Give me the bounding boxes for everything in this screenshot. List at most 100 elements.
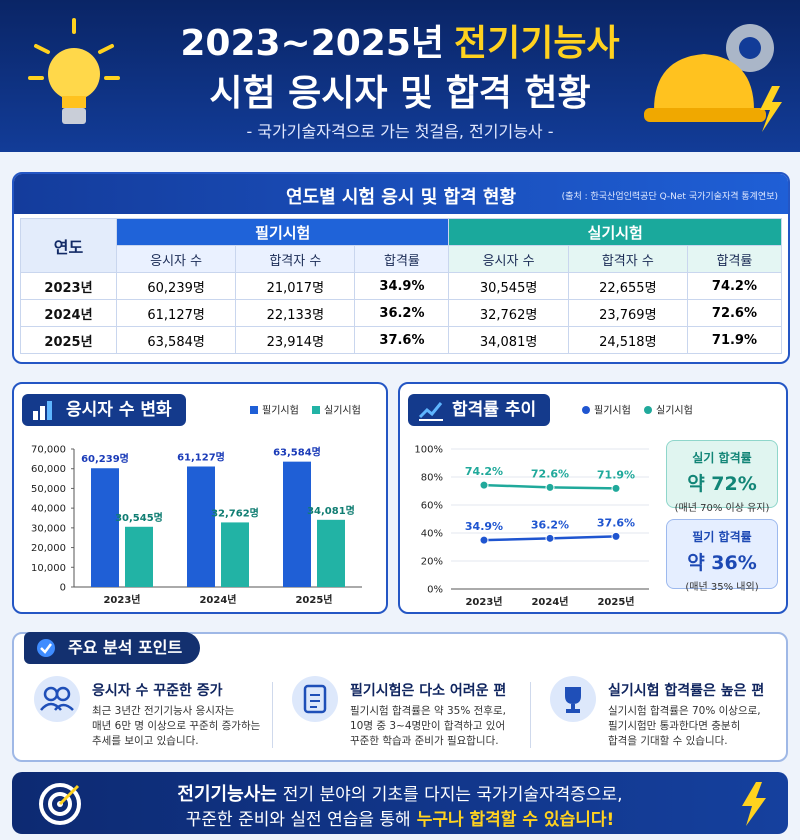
value-cell: 30,545명 xyxy=(448,272,569,300)
callout-value: 약 72% xyxy=(687,473,757,495)
subheader-row: 응시자 수 합격자 수 합격률 응시자 수 합격자 수 합격률 xyxy=(21,245,783,273)
value-cell: 74.2% xyxy=(686,272,783,300)
lightning-icon xyxy=(742,782,766,826)
footer-bold: 전기기능사는 xyxy=(177,784,277,805)
value-cell: 63,584명 xyxy=(115,326,237,354)
title-years: 2023~2025년 xyxy=(180,23,445,64)
header: 2023~2025년 전기기능사 시험 응시자 및 합격 현황 - 국가기술자격으… xyxy=(0,0,800,152)
point-line: 꾸준한 학습과 준비가 필요합니다. xyxy=(350,735,499,747)
year-cell: 2025년 xyxy=(20,326,117,354)
point-line: 추세를 보이고 있습니다. xyxy=(92,735,199,747)
value-label: 72.6% xyxy=(531,467,569,480)
point-line: 최근 3년간 전기기능사 응시자는 xyxy=(92,705,235,717)
legend-swatch xyxy=(312,406,320,414)
icon xyxy=(565,687,581,713)
y-tick-label: 70,000 xyxy=(31,445,66,456)
subheader: 응시자 수 xyxy=(448,245,569,273)
y-tick-label: 0% xyxy=(427,585,443,596)
value-cell: 60,239명 xyxy=(115,272,237,300)
value-cell: 61,127명 xyxy=(115,299,237,327)
data-row: 2023년 60,239명 21,017명 34.9% 30,545명 22,655명 74… xyxy=(20,272,783,300)
value-label: 63,584명 xyxy=(273,446,321,459)
value-label: 30,545명 xyxy=(115,511,163,524)
header-row: 연도 필기시험 실기시험 xyxy=(20,218,782,273)
target-icon xyxy=(39,783,81,825)
value-cell: 22,133명 xyxy=(235,299,356,327)
footer-text: 꾸준한 준비와 실전 연습을 통해 xyxy=(185,810,411,830)
subheader: 응시자 수 xyxy=(115,245,237,273)
chart-icon xyxy=(33,401,52,420)
bar xyxy=(91,468,119,587)
value-label: 32,762명 xyxy=(211,506,259,519)
value-cell: 36.2% xyxy=(354,299,450,327)
point-text: 최근 3년간 전기기능사 응시자는 매년 6만 명 이상으로 꾸준히 증가하는 추세… xyxy=(92,704,260,749)
points-title-text: 주요 분석 포인트 xyxy=(68,638,183,657)
point xyxy=(545,533,555,543)
year-cell: 2023년 xyxy=(20,272,117,300)
bar-chart: 0 10,000 20,000 30,000 40,000 50,000 60,000 70,… xyxy=(31,405,362,606)
subheader: 합격률 xyxy=(354,245,450,273)
point-text: 실기시험 합격률은 70% 이상으로, 필기시험만 통과한다면 충분히 합격을 기대… xyxy=(608,704,761,749)
point-icon xyxy=(550,676,596,722)
callout-value: 약 36% xyxy=(687,552,757,574)
x-tick-label: 2025년 xyxy=(295,593,332,606)
y-tick-label: 30,000 xyxy=(31,523,66,534)
callout: 실기 합격률 약 72% (매년 70% 이상 유지) xyxy=(666,440,778,514)
bar xyxy=(317,519,345,587)
value-label: 71.9% xyxy=(597,468,635,481)
title-line-1: 2023~2025년 전기기능사 xyxy=(0,14,800,66)
point-title: 응시자 수 꾸준한 증가 xyxy=(92,683,223,699)
value-cell: 22,655명 xyxy=(567,272,688,300)
point xyxy=(611,531,621,541)
point-title: 실기시험 합격률은 높은 편 xyxy=(608,683,765,699)
footer-banner: 전기기능사는 전기 분야의 기초를 다지는 국가기술자격증으로, 꾸준한 준비와 … xyxy=(12,772,788,834)
point-line: 실기시험 합격률은 70% 이상으로, xyxy=(608,705,761,717)
subheader: 합격자 수 xyxy=(235,245,356,273)
data-row: 2025년 63,584명 23,914명 37.6% 34,081명 24,518명 71… xyxy=(20,326,783,354)
value-cell: 72.6% xyxy=(686,299,783,327)
point xyxy=(479,480,489,490)
table-title: 연도별 시험 응시 및 합격 현황 xyxy=(285,187,517,208)
value-cell: 71.9% xyxy=(686,326,783,354)
value-cell: 37.6% xyxy=(354,326,450,354)
legend-swatch xyxy=(644,406,652,414)
bar xyxy=(125,526,153,587)
y-tick-label: 0 xyxy=(60,583,66,594)
legend-label: 필기시험 xyxy=(262,405,299,417)
group-header: 필기시험 xyxy=(115,218,450,246)
y-tick-label: 100% xyxy=(414,445,443,456)
table-source: (출처 : 한국산업인력공단 Q-Net 국가기술자격 통계연보) xyxy=(561,192,778,202)
subtitle: - 국가기술자격으로 가는 첫걸음, 전기기능사 - xyxy=(246,122,554,141)
value-cell: 34.9% xyxy=(354,272,450,300)
callout-note: (매년 70% 이상 유지) xyxy=(674,503,770,514)
value-label: 34,081명 xyxy=(307,504,355,517)
footer-line-2: 꾸준한 준비와 실전 연습을 통해 누구나 합격할 수 있습니다! xyxy=(12,805,788,830)
bar xyxy=(221,522,249,587)
x-tick-label: 2024년 xyxy=(199,593,236,606)
icon xyxy=(303,684,327,714)
year-header: 연도 xyxy=(20,218,117,273)
y-tick-label: 20% xyxy=(421,557,443,568)
y-tick-label: 60,000 xyxy=(31,464,66,475)
legend-swatch xyxy=(250,406,258,414)
chart-icon xyxy=(418,402,443,421)
table-title-bar: 연도별 시험 응시 및 합격 현황 (출처 : 한국산업인력공단 Q-Net 국… xyxy=(14,174,788,214)
legend-label: 실기시험 xyxy=(656,405,693,417)
stats-table: 연도 필기시험 실기시험 응시자 수 합격자 수 합격률 응시자 수 합격자 수 합격률 2023… xyxy=(20,218,783,354)
value-cell: 21,017명 xyxy=(235,272,356,300)
callout-note: (매년 35% 내외) xyxy=(685,582,759,593)
point-line: 10명 중 3~4명만이 합격하고 있어 xyxy=(350,720,506,732)
value-label: 37.6% xyxy=(597,516,635,529)
separator xyxy=(272,682,273,748)
value-cell: 23,769명 xyxy=(567,299,688,327)
y-tick-label: 20,000 xyxy=(31,543,66,554)
group-header: 실기시험 xyxy=(448,218,782,246)
value-cell: 32,762명 xyxy=(448,299,569,327)
year-cell: 2024년 xyxy=(20,299,117,327)
callout: 필기 합격률 약 36% (매년 35% 내외) xyxy=(666,519,778,593)
bar xyxy=(187,466,215,587)
legend-label: 실기시험 xyxy=(324,405,361,417)
point xyxy=(611,483,621,493)
value-label: 60,239명 xyxy=(81,452,129,465)
line-chart: 0% 20% 40% 60% 80% 100% 2023년 2024년 2025년 34.9% 36… xyxy=(414,405,693,609)
